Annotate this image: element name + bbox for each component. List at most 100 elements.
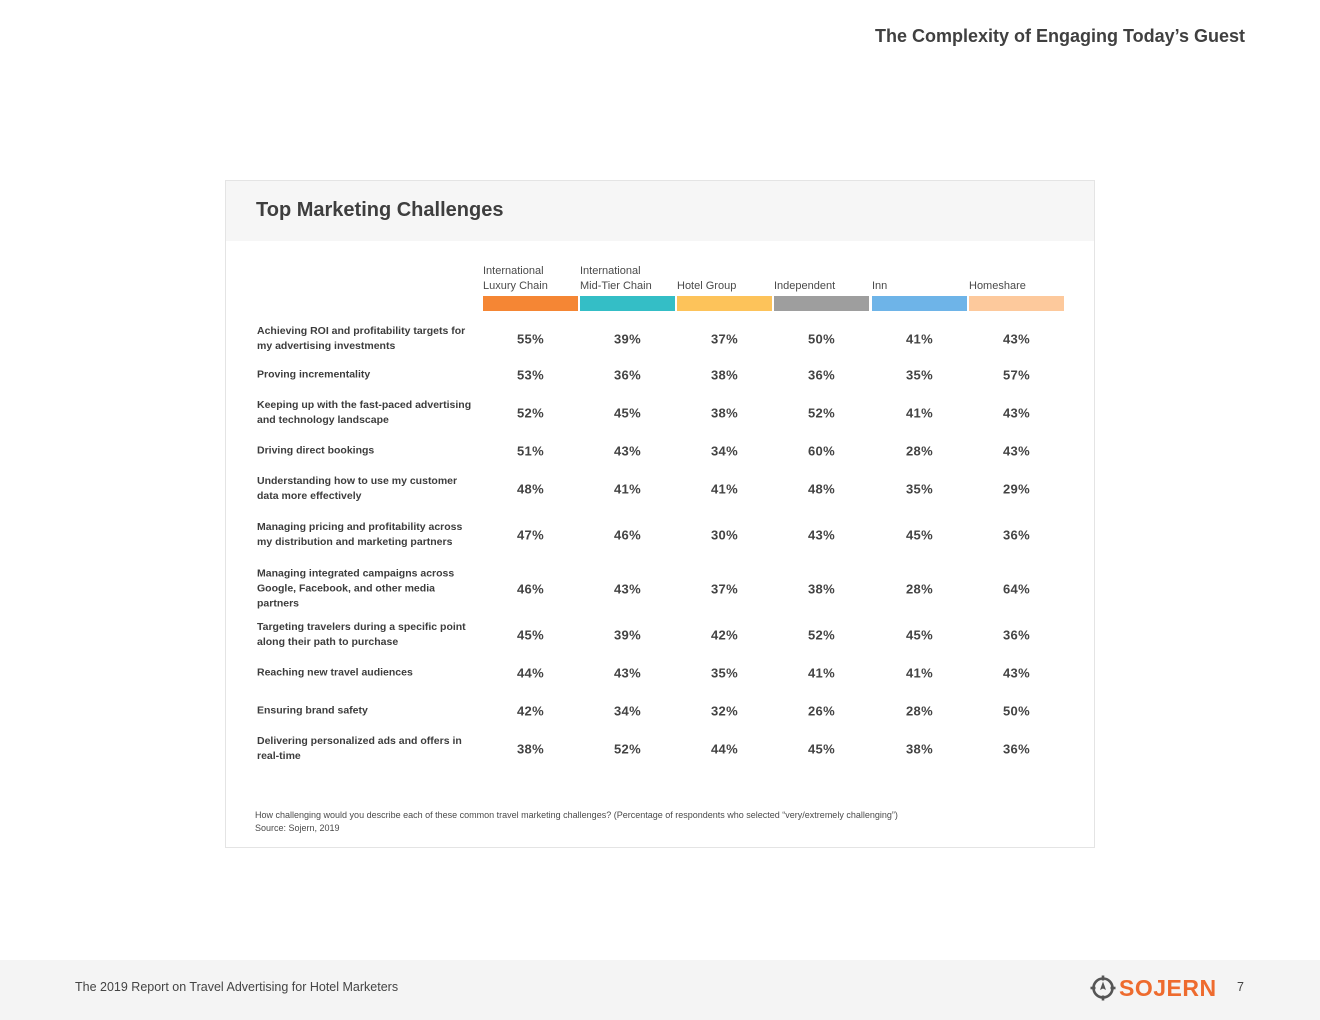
table-cell: 43% bbox=[614, 581, 641, 597]
table-cell: 43% bbox=[614, 443, 641, 459]
table-cell: 41% bbox=[711, 481, 738, 497]
column-header-line2: Mid-Tier Chain bbox=[580, 280, 652, 292]
table-cell: 26% bbox=[808, 703, 835, 719]
footnote-question: How challenging would you describe each … bbox=[255, 810, 898, 820]
table-cell: 43% bbox=[808, 527, 835, 543]
table-cell: 41% bbox=[614, 481, 641, 497]
table-cell: 60% bbox=[808, 443, 835, 459]
challenges-table-card: Top Marketing Challenges International Lu… bbox=[225, 180, 1095, 848]
row-label: Proving incrementality bbox=[257, 368, 371, 381]
table-cell: 42% bbox=[517, 703, 544, 719]
table-cell: 37% bbox=[711, 581, 738, 597]
table-cell: 39% bbox=[614, 627, 641, 643]
table-cell: 38% bbox=[711, 367, 738, 383]
table-cell: 51% bbox=[517, 443, 544, 459]
table-cell: 41% bbox=[906, 405, 933, 421]
row-label: Managing integrated campaigns across Goo… bbox=[257, 567, 455, 610]
table-cell: 50% bbox=[1003, 703, 1030, 719]
table-row: Ensuring brand safety 42% 34% 32% 26% 28% 50% bbox=[226, 687, 1094, 735]
column-header-line1: International bbox=[580, 265, 641, 277]
table-cell: 43% bbox=[614, 665, 641, 681]
column-color-bar bbox=[483, 296, 578, 311]
table-cell: 38% bbox=[808, 581, 835, 597]
table-cell: 38% bbox=[517, 741, 544, 757]
table-cell: 50% bbox=[808, 331, 835, 347]
table-row: Managing integrated campaigns across Goo… bbox=[226, 565, 1094, 613]
row-label: Delivering personalized ads and offers i… bbox=[257, 735, 462, 762]
table-cell: 41% bbox=[906, 331, 933, 347]
column-header-line2: Homeshare bbox=[969, 280, 1026, 292]
table-cell: 36% bbox=[1003, 741, 1030, 757]
table-cell: 39% bbox=[614, 331, 641, 347]
table-cell: 36% bbox=[808, 367, 835, 383]
table-cell: 52% bbox=[517, 405, 544, 421]
table-cell: 41% bbox=[808, 665, 835, 681]
table-cell: 42% bbox=[711, 627, 738, 643]
table-row: Achieving ROI and profitability targets … bbox=[226, 315, 1094, 363]
table-cell: 28% bbox=[906, 443, 933, 459]
table-row: Reaching new travel audiences 44% 43% 35% 41… bbox=[226, 649, 1094, 697]
table-cell: 43% bbox=[1003, 443, 1030, 459]
column-color-bar bbox=[580, 296, 675, 311]
table-cell: 35% bbox=[906, 367, 933, 383]
table-cell: 44% bbox=[711, 741, 738, 757]
table-cell: 29% bbox=[1003, 481, 1030, 497]
table-row: Keeping up with the fast-paced advertisi… bbox=[226, 389, 1094, 437]
table-cell: 52% bbox=[808, 405, 835, 421]
table-row: Managing pricing and profitability acros… bbox=[226, 511, 1094, 559]
table-cell: 35% bbox=[711, 665, 738, 681]
table-cell: 36% bbox=[1003, 627, 1030, 643]
row-label: Targeting travelers during a specific po… bbox=[257, 621, 466, 648]
table-cell: 34% bbox=[711, 443, 738, 459]
table-cell: 64% bbox=[1003, 581, 1030, 597]
table-cell: 45% bbox=[906, 527, 933, 543]
column-header-line2: Luxury Chain bbox=[483, 280, 548, 292]
footnote-source: Source: Sojern, 2019 bbox=[255, 823, 340, 833]
page-footer: The 2019 Report on Travel Advertising fo… bbox=[0, 960, 1320, 1020]
table-cell: 34% bbox=[614, 703, 641, 719]
table-cell: 46% bbox=[517, 581, 544, 597]
column-header: Hotel Group bbox=[677, 264, 772, 294]
compass-target-icon bbox=[1090, 975, 1116, 1001]
table-cell: 46% bbox=[614, 527, 641, 543]
column-header: Homeshare bbox=[969, 264, 1064, 294]
logo-wordmark: SOJERN bbox=[1119, 974, 1217, 1001]
table-cell: 38% bbox=[711, 405, 738, 421]
table-cell: 37% bbox=[711, 331, 738, 347]
column-color-bar bbox=[774, 296, 869, 311]
row-label: Keeping up with the fast-paced advertisi… bbox=[257, 399, 472, 426]
row-label: Ensuring brand safety bbox=[257, 704, 368, 717]
column-color-bar bbox=[872, 296, 967, 311]
row-label: Understanding how to use my customer dat… bbox=[257, 475, 458, 502]
table-row: Proving incrementality 53% 36% 38% 36% 35% 57% bbox=[226, 351, 1094, 399]
table-cell: 48% bbox=[517, 481, 544, 497]
table-cell: 52% bbox=[808, 627, 835, 643]
table-cell: 45% bbox=[517, 627, 544, 643]
table-cell: 43% bbox=[1003, 331, 1030, 347]
column-color-bar bbox=[677, 296, 772, 311]
column-color-bar bbox=[969, 296, 1064, 311]
footnote: How challenging would you describe each … bbox=[255, 809, 1055, 835]
table-cell: 52% bbox=[614, 741, 641, 757]
column-header-line2: Inn bbox=[872, 280, 888, 292]
table-row: Driving direct bookings 51% 43% 34% 60% 28% 43… bbox=[226, 427, 1094, 475]
table-cell: 47% bbox=[517, 527, 544, 543]
table-cell: 28% bbox=[906, 581, 933, 597]
page-title: The Complexity of Engaging Today’s Guest bbox=[874, 26, 1245, 46]
table-row: Targeting travelers during a specific po… bbox=[226, 611, 1094, 659]
table-cell: 28% bbox=[906, 703, 933, 719]
card-header: Top Marketing Challenges bbox=[226, 181, 1094, 241]
table-cell: 53% bbox=[517, 367, 544, 383]
row-label: Reaching new travel audiences bbox=[257, 666, 413, 679]
table-cell: 43% bbox=[1003, 665, 1030, 681]
column-header-line2: Independent bbox=[774, 280, 836, 292]
row-label: Achieving ROI and profitability targets … bbox=[257, 325, 466, 352]
report-title: The 2019 Report on Travel Advertising fo… bbox=[75, 980, 399, 994]
table-cell: 32% bbox=[711, 703, 738, 719]
column-header: Inn bbox=[872, 264, 967, 294]
table-cell: 45% bbox=[614, 405, 641, 421]
table-row: Understanding how to use my customer dat… bbox=[226, 465, 1094, 513]
column-header: International Mid-Tier Chain bbox=[580, 264, 675, 294]
table-cell: 45% bbox=[808, 741, 835, 757]
page-number: 7 bbox=[1237, 980, 1244, 994]
